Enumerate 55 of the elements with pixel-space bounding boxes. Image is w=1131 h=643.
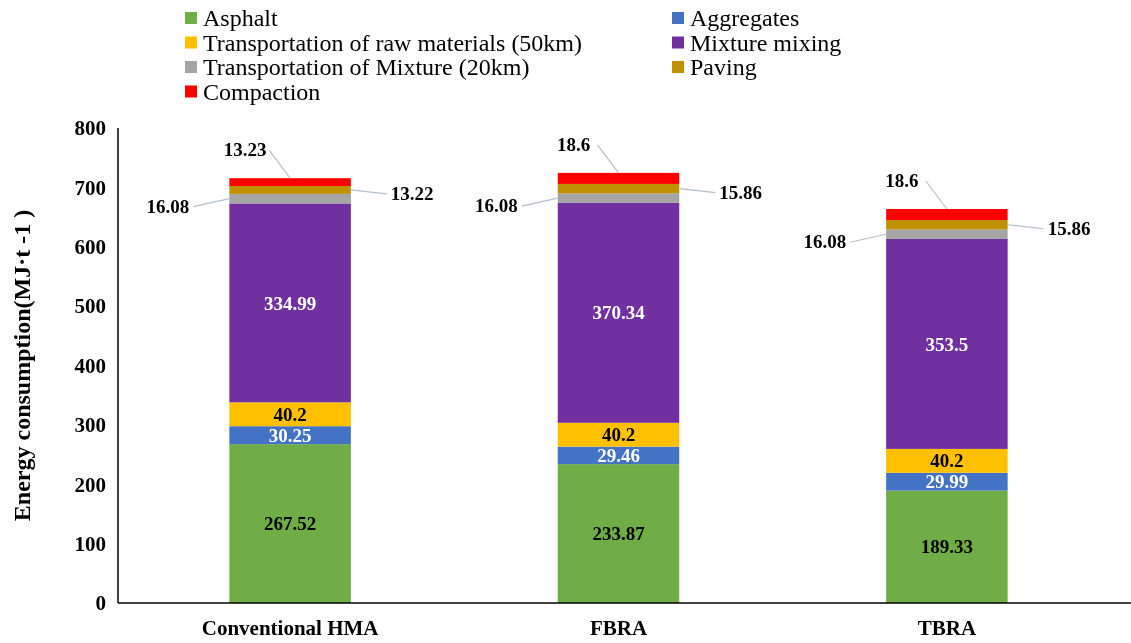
data-label: 16.08 <box>146 195 190 217</box>
bar <box>557 202 680 423</box>
bar <box>229 178 351 187</box>
data-label: 13.23 <box>223 139 267 161</box>
y-tick-label: 600 <box>74 235 106 260</box>
bar <box>229 186 351 194</box>
bar <box>229 203 351 403</box>
bar <box>557 183 680 194</box>
legend-label: Aggregates <box>690 5 800 32</box>
data-label: 40.2 <box>601 424 636 446</box>
y-tick-label: 500 <box>74 294 106 319</box>
y-tick-label: 400 <box>74 353 106 378</box>
x-tick-label: FBRA <box>589 616 648 640</box>
data-label: 334.99 <box>263 292 317 314</box>
x-tick-label: Conventional HMA <box>201 616 380 640</box>
data-label: 29.99 <box>925 471 969 493</box>
data-label: 370.34 <box>592 302 646 324</box>
data-label: 30.25 <box>268 424 312 446</box>
bar <box>557 172 680 184</box>
data-label: 13.22 <box>390 182 434 204</box>
y-tick-label: 700 <box>74 175 106 200</box>
data-label: 18.6 <box>885 170 919 192</box>
legend-label: Paving <box>690 54 757 81</box>
data-label: 18.6 <box>556 133 591 155</box>
data-label: 16.08 <box>475 195 518 217</box>
data-label: 233.87 <box>592 523 646 545</box>
y-tick-label: 200 <box>74 472 106 497</box>
data-label: 29.46 <box>597 445 640 467</box>
data-label: 15.86 <box>719 181 762 203</box>
data-label: 40.2 <box>930 450 964 472</box>
bar <box>886 229 1008 240</box>
y-tick-label: 0 <box>95 591 106 616</box>
data-label: 16.08 <box>803 231 847 253</box>
bar <box>557 464 680 603</box>
y-tick-label: 800 <box>74 116 106 141</box>
bar <box>886 490 1008 603</box>
legend-label: Asphalt <box>203 5 278 32</box>
bar <box>557 193 680 203</box>
bar <box>886 209 1008 221</box>
bar <box>229 193 351 204</box>
data-label: 189.33 <box>920 536 974 558</box>
bar <box>229 402 351 427</box>
bar <box>229 444 351 603</box>
bar <box>886 239 1008 449</box>
data-label: 267.52 <box>263 513 317 535</box>
y-tick-label: 100 <box>74 531 106 556</box>
data-label: 40.2 <box>273 403 307 425</box>
bar <box>886 448 1008 473</box>
x-tick-label: TBRA <box>917 616 977 640</box>
bar <box>557 422 680 447</box>
data-label: 15.86 <box>1047 217 1091 239</box>
data-label: 353.5 <box>925 333 969 355</box>
y-axis-title: Energy consumption(MJ·t -1 ) <box>9 209 35 522</box>
y-tick-label: 300 <box>74 413 106 438</box>
bar <box>886 220 1008 230</box>
